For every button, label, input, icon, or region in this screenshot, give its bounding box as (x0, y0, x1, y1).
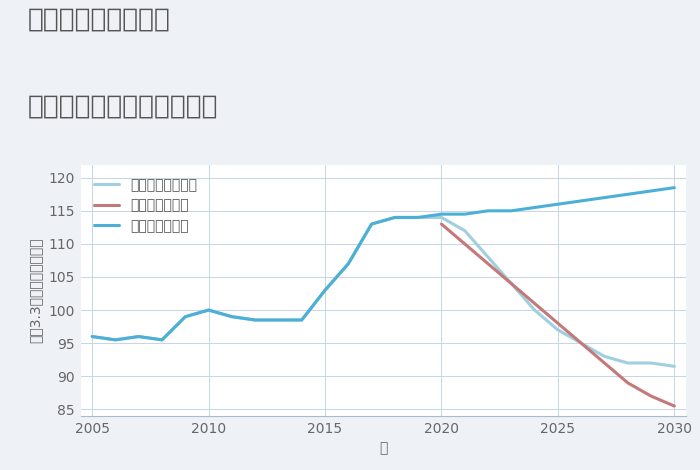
バッドシナリオ (531, 301, 539, 306)
ノーマルシナリオ (228, 314, 236, 320)
ノーマルシナリオ (484, 254, 492, 260)
バッドシナリオ (554, 321, 562, 326)
Y-axis label: 坪（3.3㎡）単価（万円）: 坪（3.3㎡）単価（万円） (29, 237, 43, 343)
グッドシナリオ (181, 314, 190, 320)
グッドシナリオ (344, 261, 353, 266)
ノーマルシナリオ (670, 363, 678, 369)
バッドシナリオ (461, 241, 469, 247)
ノーマルシナリオ (88, 334, 97, 339)
ノーマルシナリオ (391, 215, 399, 220)
ノーマルシナリオ (577, 340, 585, 346)
グッドシナリオ (158, 337, 166, 343)
ノーマルシナリオ (204, 307, 213, 313)
ノーマルシナリオ (251, 317, 260, 323)
グッドシナリオ (298, 317, 306, 323)
ノーマルシナリオ (111, 337, 120, 343)
ノーマルシナリオ (624, 360, 632, 366)
バッドシナリオ (624, 380, 632, 386)
バッドシナリオ (601, 360, 609, 366)
グッドシナリオ (134, 334, 143, 339)
グッドシナリオ (321, 287, 329, 293)
グッドシナリオ (624, 191, 632, 197)
グッドシナリオ (414, 215, 422, 220)
バッドシナリオ (438, 221, 446, 227)
グッドシナリオ (577, 198, 585, 204)
Text: 中古マンションの価格推移: 中古マンションの価格推移 (28, 94, 218, 120)
Line: バッドシナリオ: バッドシナリオ (442, 224, 674, 406)
ノーマルシナリオ (531, 307, 539, 313)
ノーマルシナリオ (181, 314, 190, 320)
バッドシナリオ (670, 403, 678, 409)
グッドシナリオ (461, 212, 469, 217)
バッドシナリオ (507, 281, 515, 286)
バッドシナリオ (577, 340, 585, 346)
グッドシナリオ (391, 215, 399, 220)
ノーマルシナリオ (554, 327, 562, 333)
グッドシナリオ (484, 208, 492, 214)
ノーマルシナリオ (298, 317, 306, 323)
ノーマルシナリオ (507, 281, 515, 286)
ノーマルシナリオ (274, 317, 283, 323)
X-axis label: 年: 年 (379, 441, 387, 455)
Line: ノーマルシナリオ: ノーマルシナリオ (92, 218, 674, 366)
グッドシナリオ (531, 205, 539, 211)
グッドシナリオ (111, 337, 120, 343)
Legend: ノーマルシナリオ, バッドシナリオ, グッドシナリオ: ノーマルシナリオ, バッドシナリオ, グッドシナリオ (88, 172, 204, 240)
グッドシナリオ (274, 317, 283, 323)
ノーマルシナリオ (647, 360, 655, 366)
グッドシナリオ (647, 188, 655, 194)
グッドシナリオ (601, 195, 609, 200)
Text: 千葉県香取市木内の: 千葉県香取市木内の (28, 7, 171, 33)
グッドシナリオ (88, 334, 97, 339)
バッドシナリオ (484, 261, 492, 266)
ノーマルシナリオ (414, 215, 422, 220)
ノーマルシナリオ (321, 287, 329, 293)
グッドシナリオ (228, 314, 236, 320)
グッドシナリオ (368, 221, 376, 227)
ノーマルシナリオ (368, 221, 376, 227)
グッドシナリオ (251, 317, 260, 323)
グッドシナリオ (438, 212, 446, 217)
Line: グッドシナリオ: グッドシナリオ (92, 188, 674, 340)
グッドシナリオ (204, 307, 213, 313)
グッドシナリオ (507, 208, 515, 214)
ノーマルシナリオ (134, 334, 143, 339)
ノーマルシナリオ (438, 215, 446, 220)
バッドシナリオ (647, 393, 655, 399)
グッドシナリオ (554, 201, 562, 207)
ノーマルシナリオ (344, 261, 353, 266)
ノーマルシナリオ (461, 228, 469, 234)
ノーマルシナリオ (601, 353, 609, 359)
ノーマルシナリオ (158, 337, 166, 343)
グッドシナリオ (670, 185, 678, 190)
